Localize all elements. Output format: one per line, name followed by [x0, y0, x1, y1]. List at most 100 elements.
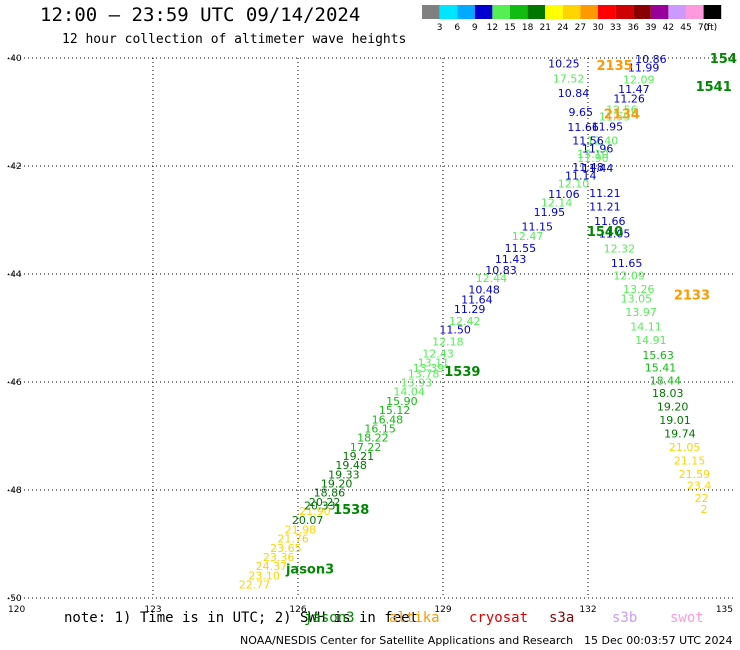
swh-data-label: 12.09: [623, 74, 655, 87]
scale-swatch: [562, 5, 581, 19]
swh-data-label: 11.05: [599, 228, 631, 241]
scale-swatch: [439, 5, 458, 19]
swh-data-label: 12.43: [422, 347, 454, 360]
scale-swatch: [668, 5, 686, 19]
swh-data-label: 18.44: [650, 374, 682, 387]
pass-time-label: 1539: [444, 365, 480, 380]
swh-data-label: 17.52: [553, 73, 585, 86]
scale-tick-label: 24: [557, 23, 569, 33]
credit-text: NOAA/NESDIS Center for Satellite Applica…: [240, 634, 574, 647]
scale-swatch: [545, 5, 563, 19]
swh-data-label: 22.77: [239, 579, 271, 592]
scale-tick-label: 21: [539, 23, 550, 33]
pass-time-label: 2134: [604, 108, 640, 123]
swh-data-label: 19.21: [343, 450, 375, 463]
swh-data-label: 18.03: [652, 387, 684, 400]
scale-tick-label: 27: [575, 23, 586, 33]
pass-time-label: 154: [710, 52, 737, 67]
timestamp-text: 15 Dec 00:03:57 UTC 2024: [584, 634, 733, 647]
page-subtitle: 12 hour collection of altimeter wave hei…: [62, 32, 407, 47]
swh-data-label: 11.90: [577, 152, 609, 165]
scale-swatch: [422, 5, 440, 19]
swh-data-label: 13.05: [621, 292, 653, 305]
pass-time-label: 2133: [674, 289, 710, 304]
swh-data-label: 11.29: [454, 303, 486, 316]
scale-tick-label: 33: [610, 23, 621, 33]
swh-data-label: 11.99: [628, 62, 660, 75]
scale-swatch: [598, 5, 616, 19]
swh-data-label: 12.32: [604, 243, 636, 256]
scale-swatch: [633, 5, 651, 19]
swh-data-label: 10.84: [558, 87, 590, 100]
swh-data-label: 11.95: [592, 121, 624, 134]
y-tick-label: -48: [7, 486, 22, 496]
swh-data-label: 11.21: [589, 187, 621, 200]
scale-tick-label: 9: [472, 23, 478, 33]
swh-data-label: 11.56: [572, 135, 604, 148]
x-tick-label: 126: [289, 605, 306, 615]
swh-data-label: 12.44: [476, 272, 508, 285]
swh-data-label: 12.42: [449, 315, 481, 328]
swh-data-label: 15.90: [386, 395, 418, 408]
swh-data-label: 19.20: [657, 400, 689, 413]
scale-swatch: [527, 5, 546, 19]
swh-data-label: 18.86: [314, 487, 346, 500]
page-title: 12:00 – 23:59 UTC 09/14/2024: [40, 4, 361, 26]
x-tick-label: 129: [434, 605, 451, 615]
swh-data-label: 21.05: [669, 441, 701, 454]
swh-data-label: 11.50: [439, 324, 471, 337]
y-tick-label: -46: [7, 378, 22, 388]
swh-data-label: 13.97: [625, 306, 657, 319]
swh-data-label: 11.66: [567, 121, 599, 134]
swh-data-label: 9.65: [569, 106, 594, 119]
swh-data-label: 20.33: [304, 500, 336, 513]
swh-data-label: 23.36: [263, 551, 295, 564]
scale-tick-label: 6: [454, 23, 460, 33]
note-text: note: 1) Time is in UTC; 2) SWH is in fe…: [64, 610, 419, 626]
scale-tick-label: 36: [627, 23, 639, 33]
swh-data-label: 11.55: [505, 242, 537, 255]
y-tick-label: -44: [7, 270, 22, 280]
swh-data-label: 13.11: [418, 357, 450, 370]
x-tick-label: 132: [579, 605, 596, 615]
swh-data-label: 15.63: [642, 349, 674, 362]
swh-data-label: 21.15: [674, 454, 706, 467]
scale-tick-label: 39: [645, 23, 657, 33]
swh-data-label: 11.64: [461, 293, 493, 306]
swh-data-label: 19.48: [335, 459, 367, 472]
scale-unit-label: (ft): [704, 23, 718, 33]
satellite-legend-altika: altika: [389, 610, 440, 626]
swh-data-label: 22: [695, 492, 709, 505]
swh-data-label: 11.96: [582, 143, 614, 156]
swh-data-label: 11.43: [495, 253, 527, 266]
swh-data-label: 12.14: [541, 197, 573, 210]
swh-data-label: 19.74: [664, 427, 696, 440]
scale-tick-label: 12: [487, 23, 498, 33]
swh-data-label: 11.66: [594, 215, 626, 228]
swh-data-label: 2: [701, 503, 708, 516]
swh-data-label: 11.48: [572, 161, 604, 174]
swh-data-label: 12.40: [587, 135, 619, 148]
swh-data-label: 10.48: [468, 284, 500, 297]
swh-data-label: 13.10: [577, 148, 609, 161]
pass-time-label: 1538: [333, 503, 369, 518]
scale-swatch: [510, 5, 528, 19]
scale-tick-label: 70: [698, 23, 710, 33]
scale-tick-label: 18: [522, 23, 534, 33]
swh-data-label: 14.91: [635, 334, 667, 347]
swh-data-label: 16.15: [364, 422, 396, 435]
swh-data-label: 21.98: [285, 523, 317, 536]
swh-data-label: 23.65: [270, 542, 302, 555]
swh-data-label: 13.39: [413, 362, 445, 375]
pass-time-label: 1540: [587, 225, 623, 240]
swh-data-label: 13.26: [623, 283, 655, 296]
swh-data-label: 20.22: [309, 496, 341, 509]
swh-data-label: 21.90: [299, 505, 331, 518]
swh-data-label: 19.20: [321, 478, 353, 491]
swh-data-label: 21.76: [277, 533, 309, 546]
swh-data-label: 11.44: [582, 162, 614, 175]
swh-data-label: 10.25: [548, 57, 580, 70]
swh-data-label: 11.14: [565, 170, 597, 183]
